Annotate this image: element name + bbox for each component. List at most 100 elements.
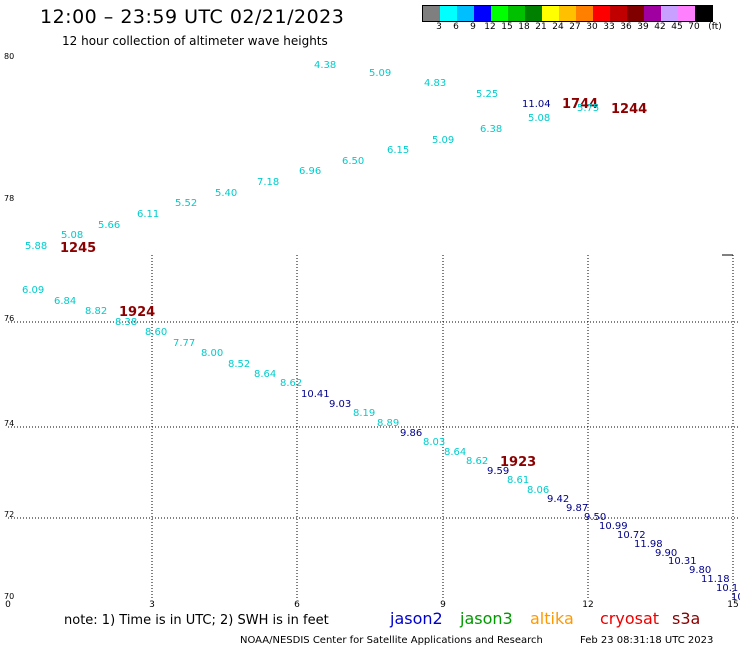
color-swatch — [678, 6, 695, 21]
wave-height-label: 9.59 — [487, 466, 510, 477]
wave-height-label: 9.87 — [566, 503, 589, 514]
wave-height-label: 5.09 — [432, 135, 455, 146]
wave-height-label: 10.1 — [716, 583, 739, 594]
color-scale-label: 45 — [671, 22, 683, 32]
wave-height-label: 5.40 — [215, 188, 238, 199]
wave-height-label: 10.31 — [668, 556, 697, 567]
wave-height-label: 6.11 — [137, 209, 160, 220]
wave-height-label: 8.52 — [228, 359, 251, 370]
wave-height-label: 5.25 — [476, 89, 499, 100]
wave-height-label: 9.90 — [655, 548, 678, 559]
wave-height-label: 6.50 — [342, 156, 365, 167]
color-scale-label: 3 — [436, 22, 442, 32]
color-swatch — [542, 6, 559, 21]
lat-label: 74 — [4, 419, 15, 428]
color-swatch — [661, 6, 678, 21]
satellite-label-jason2: jason2 — [390, 609, 443, 628]
wave-height-label: 8.60 — [145, 327, 168, 338]
wave-height-label: 8.62 — [466, 456, 489, 467]
wave-height-label: 10.41 — [301, 389, 330, 400]
wave-height-label: 8.38 — [115, 317, 138, 328]
wave-height-label: 5.09 — [369, 68, 392, 79]
color-swatch — [644, 6, 661, 21]
wave-height-label: 6.84 — [54, 296, 77, 307]
color-scale-label: 21 — [535, 22, 547, 32]
wave-height-label: 9.50 — [584, 512, 607, 523]
wave-height-color-scale — [422, 5, 713, 22]
wave-height-label: 10.72 — [617, 530, 646, 541]
color-swatch — [423, 6, 440, 21]
lon-label: 12 — [582, 600, 594, 610]
wave-height-label: 8.64 — [254, 369, 277, 380]
wave-height-label: 8.62 — [280, 378, 303, 389]
wave-height-label: 8.64 — [444, 447, 467, 458]
color-scale-labels: 3 6 9 12 15 18 21 24 27 30 33 36 39 42 45 70 (ft) — [422, 22, 740, 34]
pass-time-label: 1744 — [562, 97, 599, 112]
color-swatch — [525, 6, 542, 21]
wave-height-label: 6.09 — [22, 285, 45, 296]
color-swatch — [610, 6, 627, 21]
wave-height-label: 8.00 — [201, 348, 224, 359]
pass-time-label: 1923 — [500, 455, 537, 470]
credit-line: NOAA/NESDIS Center for Satellite Applica… — [240, 635, 543, 646]
color-scale-label: 27 — [569, 22, 581, 32]
pass-time-label: 1245 — [60, 241, 97, 256]
wave-height-label: 8.03 — [423, 437, 446, 448]
color-swatch — [457, 6, 474, 21]
color-scale-label: 12 — [484, 22, 496, 32]
wave-height-label: 5.75 — [577, 103, 600, 114]
wave-height-label: 6.15 — [387, 145, 410, 156]
satellite-label-altika: altika — [530, 609, 574, 628]
footnote: note: 1) Time is in UTC; 2) SWH is in fe… — [64, 613, 329, 628]
color-scale-label: 39 — [637, 22, 649, 32]
lon-label: 9 — [440, 600, 446, 610]
color-scale-label: 9 — [470, 22, 476, 32]
color-swatch — [627, 6, 644, 21]
wave-height-label: 5.88 — [25, 241, 48, 252]
color-swatch — [593, 6, 610, 21]
wave-height-label: 10 — [731, 592, 740, 603]
color-swatch — [491, 6, 508, 21]
wave-height-label: 4.83 — [424, 78, 447, 89]
color-swatch — [508, 6, 525, 21]
lat-label: 72 — [4, 510, 15, 519]
lon-label: 3 — [149, 600, 155, 610]
wave-height-label: 9.03 — [329, 399, 352, 410]
lon-label: 6 — [294, 600, 300, 610]
lat-label: 78 — [4, 194, 15, 203]
lat-label: 70 — [4, 592, 15, 601]
wave-height-label: 11.04 — [522, 99, 551, 110]
wave-height-label: 10.99 — [599, 521, 628, 532]
color-swatch — [559, 6, 576, 21]
color-swatch — [576, 6, 593, 21]
wave-height-label: 5.08 — [61, 230, 84, 241]
wave-height-label: 9.42 — [547, 494, 570, 505]
color-scale-label: 30 — [586, 22, 598, 32]
wave-height-label: 7.18 — [257, 177, 280, 188]
wave-height-label: 11.98 — [634, 539, 663, 550]
wave-height-label: 5.08 — [528, 113, 551, 124]
wave-height-label: 7.77 — [173, 338, 196, 349]
lat-label: 80 — [4, 52, 15, 61]
lat-label: 76 — [4, 314, 15, 323]
wave-height-label: 9.80 — [689, 565, 712, 576]
wave-height-label: 8.82 — [85, 306, 108, 317]
color-scale-label: 24 — [552, 22, 564, 32]
lon-label: 0 — [5, 600, 11, 610]
color-swatch — [695, 6, 712, 21]
generation-timestamp: Feb 23 08:31:18 UTC 2023 — [580, 635, 714, 646]
color-scale-label: 18 — [518, 22, 530, 32]
map-title: 12:00 – 23:59 UTC 02/21/2023 — [40, 6, 345, 28]
pass-time-label: 1244 — [611, 102, 648, 117]
wave-height-label: 4.38 — [314, 60, 337, 71]
wave-height-label: 8.61 — [507, 475, 530, 486]
satellite-label-cryosat: cryosat — [600, 609, 660, 628]
lon-label: 15 — [727, 600, 739, 610]
wave-height-label: 8.19 — [353, 408, 376, 419]
wave-height-label: 11.18 — [701, 574, 730, 585]
color-swatch — [440, 6, 457, 21]
satellite-label-jason3: jason3 — [460, 609, 513, 628]
pass-time-label: 1924 — [119, 305, 156, 320]
